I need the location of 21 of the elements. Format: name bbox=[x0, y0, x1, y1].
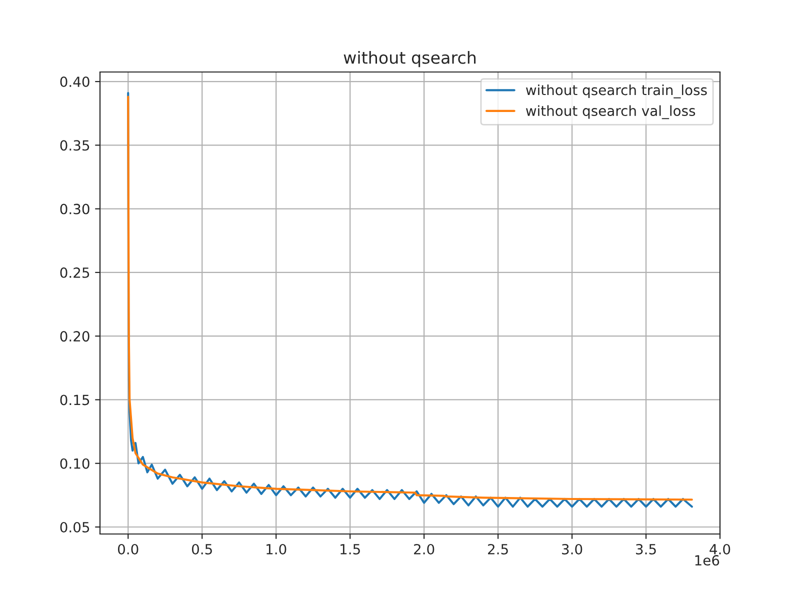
legend-label: without qsearch train_loss bbox=[526, 84, 707, 98]
text: 1e6 bbox=[695, 555, 720, 566]
x-tick-label: 3.0 bbox=[562, 544, 582, 554]
y-tick-label: 0.20 bbox=[60, 331, 90, 342]
y-tick-label: 0.30 bbox=[60, 204, 90, 214]
x-tick-label: 3.5 bbox=[636, 544, 656, 554]
y-tick-label: 0.15 bbox=[60, 394, 90, 406]
x-tick-label: 1.5 bbox=[340, 544, 360, 554]
x-tick-label: 2.0 bbox=[414, 544, 434, 554]
y-tick-label: 0.35 bbox=[60, 140, 90, 151]
y-tick-label: 0.25 bbox=[60, 267, 90, 278]
x-tick-label: 0.0 bbox=[118, 544, 138, 554]
x-tick-label: 1.0 bbox=[266, 544, 286, 554]
y-tick-label: 0.40 bbox=[60, 76, 90, 88]
x-tick-label: 2.5 bbox=[488, 544, 508, 554]
x-tick-label: 0.5 bbox=[192, 544, 212, 554]
x-tick-label: 4.0 bbox=[710, 544, 730, 554]
legend-label: without qsearch val_loss bbox=[526, 105, 696, 120]
chart-title: without qsearch bbox=[344, 51, 476, 68]
y-tick-label: 0.05 bbox=[60, 522, 90, 532]
y-tick-label: 0.10 bbox=[60, 458, 90, 469]
